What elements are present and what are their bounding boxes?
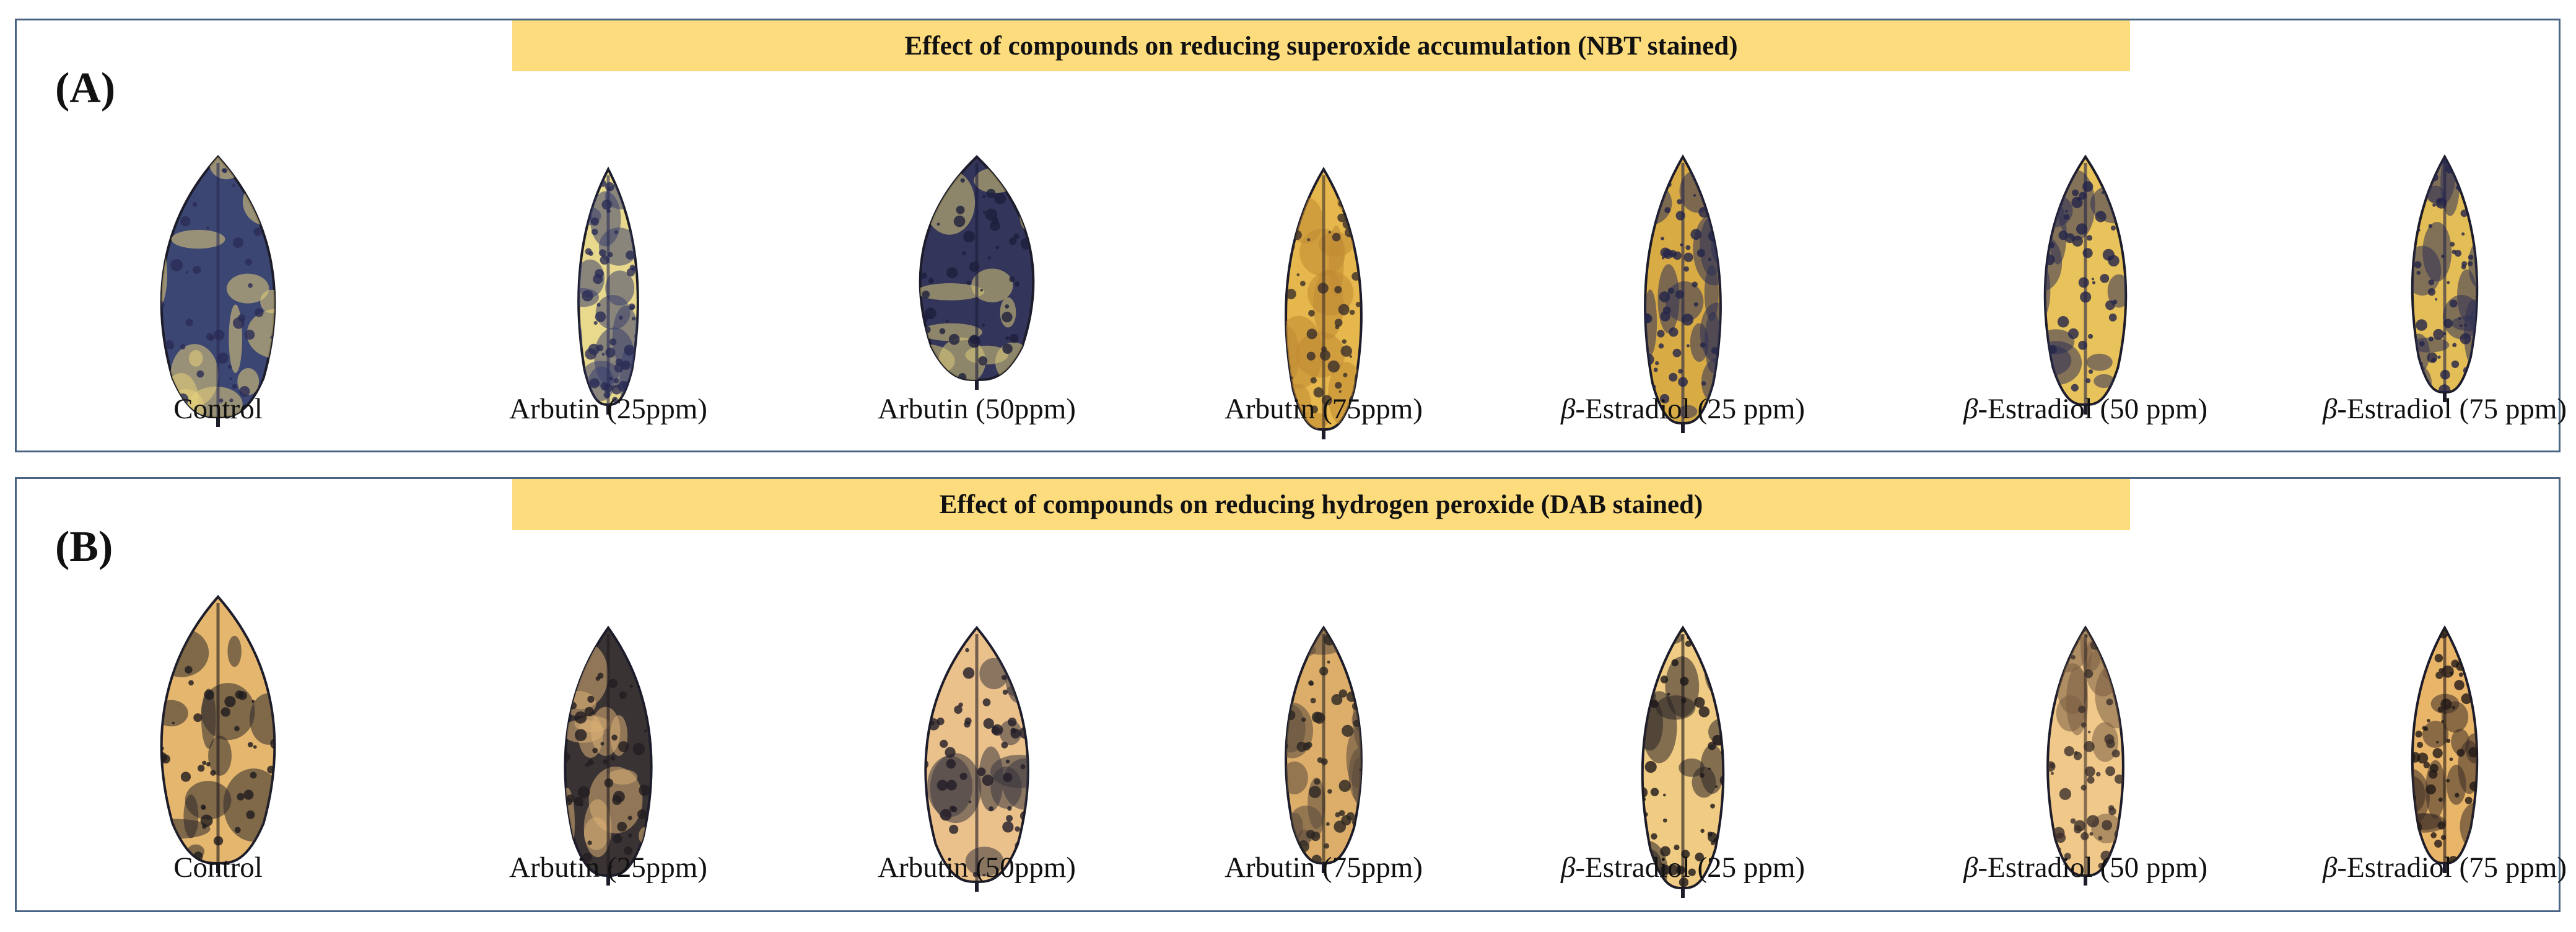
panel-b-leaf-3: [924, 625, 1029, 892]
panel-a: Effect of compounds on reducing superoxi…: [15, 19, 2567, 452]
panel-a-leaf-6: [2043, 154, 2128, 415]
panel-b-caption-5: β-Estradiol (25 ppm): [1509, 851, 1856, 884]
panel-b-caption-6: β-Estradiol (50 ppm): [1912, 851, 2259, 884]
caption-text: Arbutin (50ppm): [878, 851, 1076, 884]
panel-a-leaf-1: [160, 155, 276, 427]
panel-b-caption-4: Arbutin (75ppm): [1150, 851, 1497, 884]
panel-a-label: (A): [55, 64, 116, 112]
panel-a-caption-1: Control: [45, 392, 391, 426]
caption-text: Arbutin (75ppm): [1225, 851, 1423, 884]
caption-text: Arbutin (75ppm): [1225, 393, 1423, 425]
panel-b-leaf-1: [160, 594, 276, 873]
caption-text: -Estradiol (50 ppm): [1978, 851, 2208, 884]
panel-a-title: Effect of compounds on reducing superoxi…: [512, 20, 2130, 71]
caption-text: Arbutin (25ppm): [509, 393, 707, 425]
panel-b-title: Effect of compounds on reducing hydrogen…: [512, 479, 2130, 530]
caption-text: -Estradiol (25 ppm): [1575, 851, 1805, 884]
panel-b-leaf-5: [1641, 625, 1725, 898]
panel-a-leaf-2: [577, 166, 639, 415]
panel-a-leaf-4: [1285, 167, 1363, 439]
panel-a-caption-7: β-Estradiol (75 ppm): [2271, 392, 2576, 426]
panel-a-leaf-3: [919, 155, 1035, 390]
caption-prefix: β: [1560, 851, 1576, 884]
panel-b-leaf-7: [2411, 625, 2479, 873]
caption-text: -Estradiol (50 ppm): [1978, 393, 2208, 425]
panel-b-caption-1: Control: [45, 851, 391, 884]
caption-text: Control: [173, 393, 263, 425]
panel-b-caption-7: β-Estradiol (75 ppm): [2271, 851, 2576, 884]
caption-text: -Estradiol (75 ppm): [2337, 851, 2567, 884]
caption-prefix: β: [2322, 851, 2338, 884]
caption-text: Arbutin (50ppm): [878, 393, 1076, 425]
panel-b: Effect of compounds on reducing hydrogen…: [15, 477, 2567, 912]
caption-prefix: β: [1560, 393, 1576, 425]
caption-prefix: β: [1963, 393, 1978, 425]
panel-b-leaf-2: [564, 625, 653, 886]
panel-b-caption-3: Arbutin (50ppm): [803, 851, 1150, 884]
caption-text: Control: [173, 851, 263, 884]
panel-a-caption-2: Arbutin (25ppm): [435, 392, 782, 426]
panel-a-leaf-5: [1644, 154, 1722, 433]
panel-a-caption-5: β-Estradiol (25 ppm): [1509, 392, 1856, 426]
caption-prefix: β: [1963, 851, 1978, 884]
panel-b-leaf-4: [1285, 625, 1363, 873]
caption-prefix: β: [2322, 393, 2338, 425]
panel-a-caption-4: Arbutin (75ppm): [1150, 392, 1497, 426]
caption-text: -Estradiol (75 ppm): [2337, 393, 2567, 425]
caption-text: -Estradiol (25 ppm): [1575, 393, 1805, 425]
panel-a-leaf-7: [2411, 154, 2479, 402]
panel-b-caption-2: Arbutin (25ppm): [435, 851, 782, 884]
panel-a-caption-6: β-Estradiol (50 ppm): [1912, 392, 2259, 426]
panel-a-caption-3: Arbutin (50ppm): [803, 392, 1150, 426]
panel-b-label: (B): [55, 523, 113, 571]
panel-b-leaf-6: [2046, 625, 2124, 886]
caption-text: Arbutin (25ppm): [509, 851, 707, 884]
